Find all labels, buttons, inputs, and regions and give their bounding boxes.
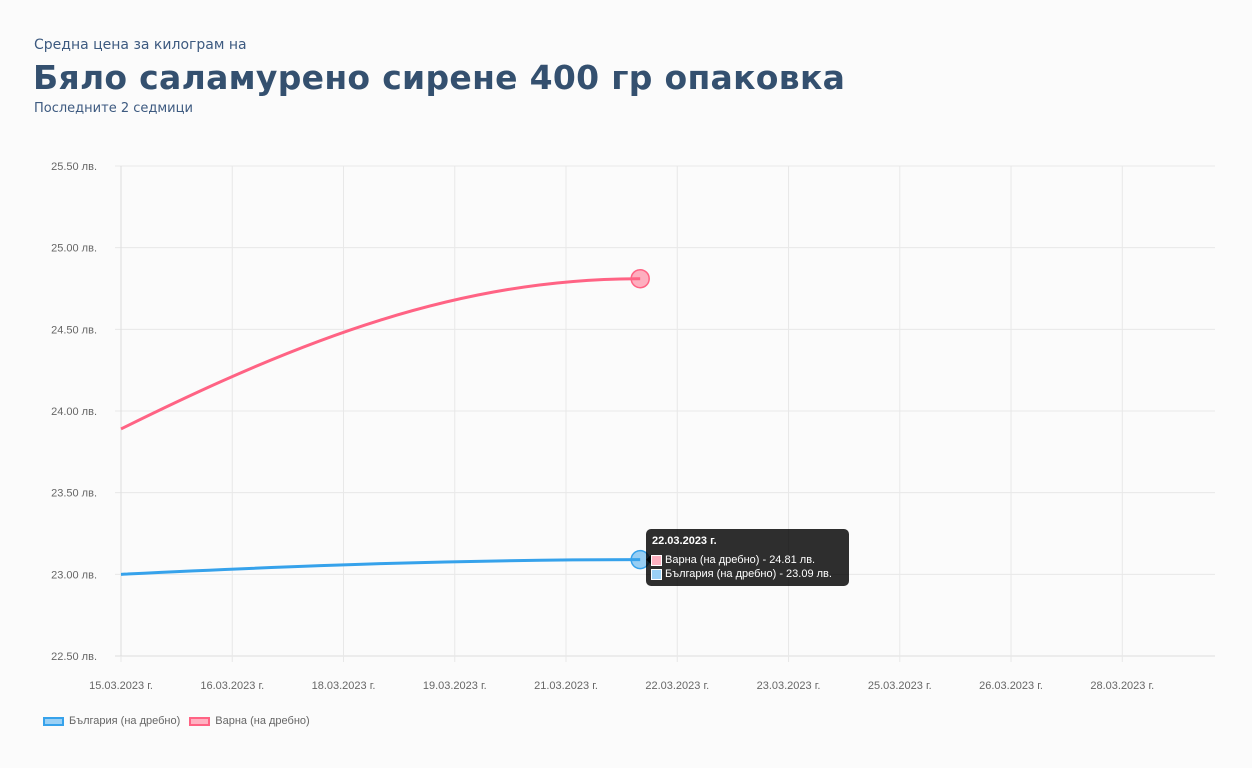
y-tick-label: 24.50 лв.	[51, 324, 97, 336]
y-tick-label: 25.50 лв.	[51, 161, 97, 173]
x-tick-label: 26.03.2023 г.	[979, 680, 1043, 692]
page-title: Бяло саламурено сирене 400 гр опаковка	[33, 58, 846, 97]
chart-legend: България (на дребно) Варна (на дребно)	[43, 715, 319, 727]
legend-label: България (на дребно)	[69, 715, 181, 727]
tooltip-swatch-bulgaria	[651, 568, 662, 580]
x-tick-label: 23.03.2023 г.	[757, 680, 821, 692]
y-tick-label: 25.00 лв.	[51, 243, 97, 255]
x-tick-label: 15.03.2023 г.	[89, 680, 153, 692]
chart-pretitle: Средна цена за килограм на	[34, 37, 247, 53]
legend-swatch	[43, 716, 64, 726]
legend-label: Варна (на дребно)	[215, 715, 310, 727]
tooltip-swatch-varna	[651, 554, 662, 566]
series-line-1	[120, 277, 641, 431]
x-tick-label: 22.03.2023 г.	[645, 680, 709, 692]
data-point	[630, 268, 650, 289]
y-tick-label: 22.50 лв.	[51, 651, 97, 663]
x-tick-label: 18.03.2023 г.	[312, 680, 376, 692]
y-tick-label: 24.00 лв.	[51, 406, 97, 418]
x-tick-label: 25.03.2023 г.	[868, 680, 932, 692]
series-line-0	[120, 558, 641, 576]
x-tick-label: 19.03.2023 г.	[423, 680, 487, 692]
y-tick-label: 23.50 лв.	[51, 488, 97, 500]
x-tick-label: 28.03.2023 г.	[1090, 680, 1154, 692]
legend-swatch	[189, 716, 211, 726]
chart-tooltip: 22.03.2023 г. Варна (на дребно) - 24.81 …	[646, 529, 849, 586]
legend-item-bulgaria[interactable]: България (на дребно)	[43, 715, 180, 727]
tooltip-line: Варна (на дребно) - 24.81 лв.	[665, 554, 816, 566]
tooltip-title: 22.03.2023 г.	[652, 535, 717, 547]
chart-subtitle: Последните 2 седмици	[34, 101, 193, 116]
x-tick-label: 16.03.2023 г.	[200, 680, 264, 692]
x-tick-label: 21.03.2023 г.	[534, 680, 598, 692]
legend-item-varna[interactable]: Варна (на дребно)	[189, 715, 310, 727]
tooltip-line: България (на дребно) - 23.09 лв.	[665, 568, 832, 580]
y-tick-label: 23.00 лв.	[51, 569, 97, 581]
